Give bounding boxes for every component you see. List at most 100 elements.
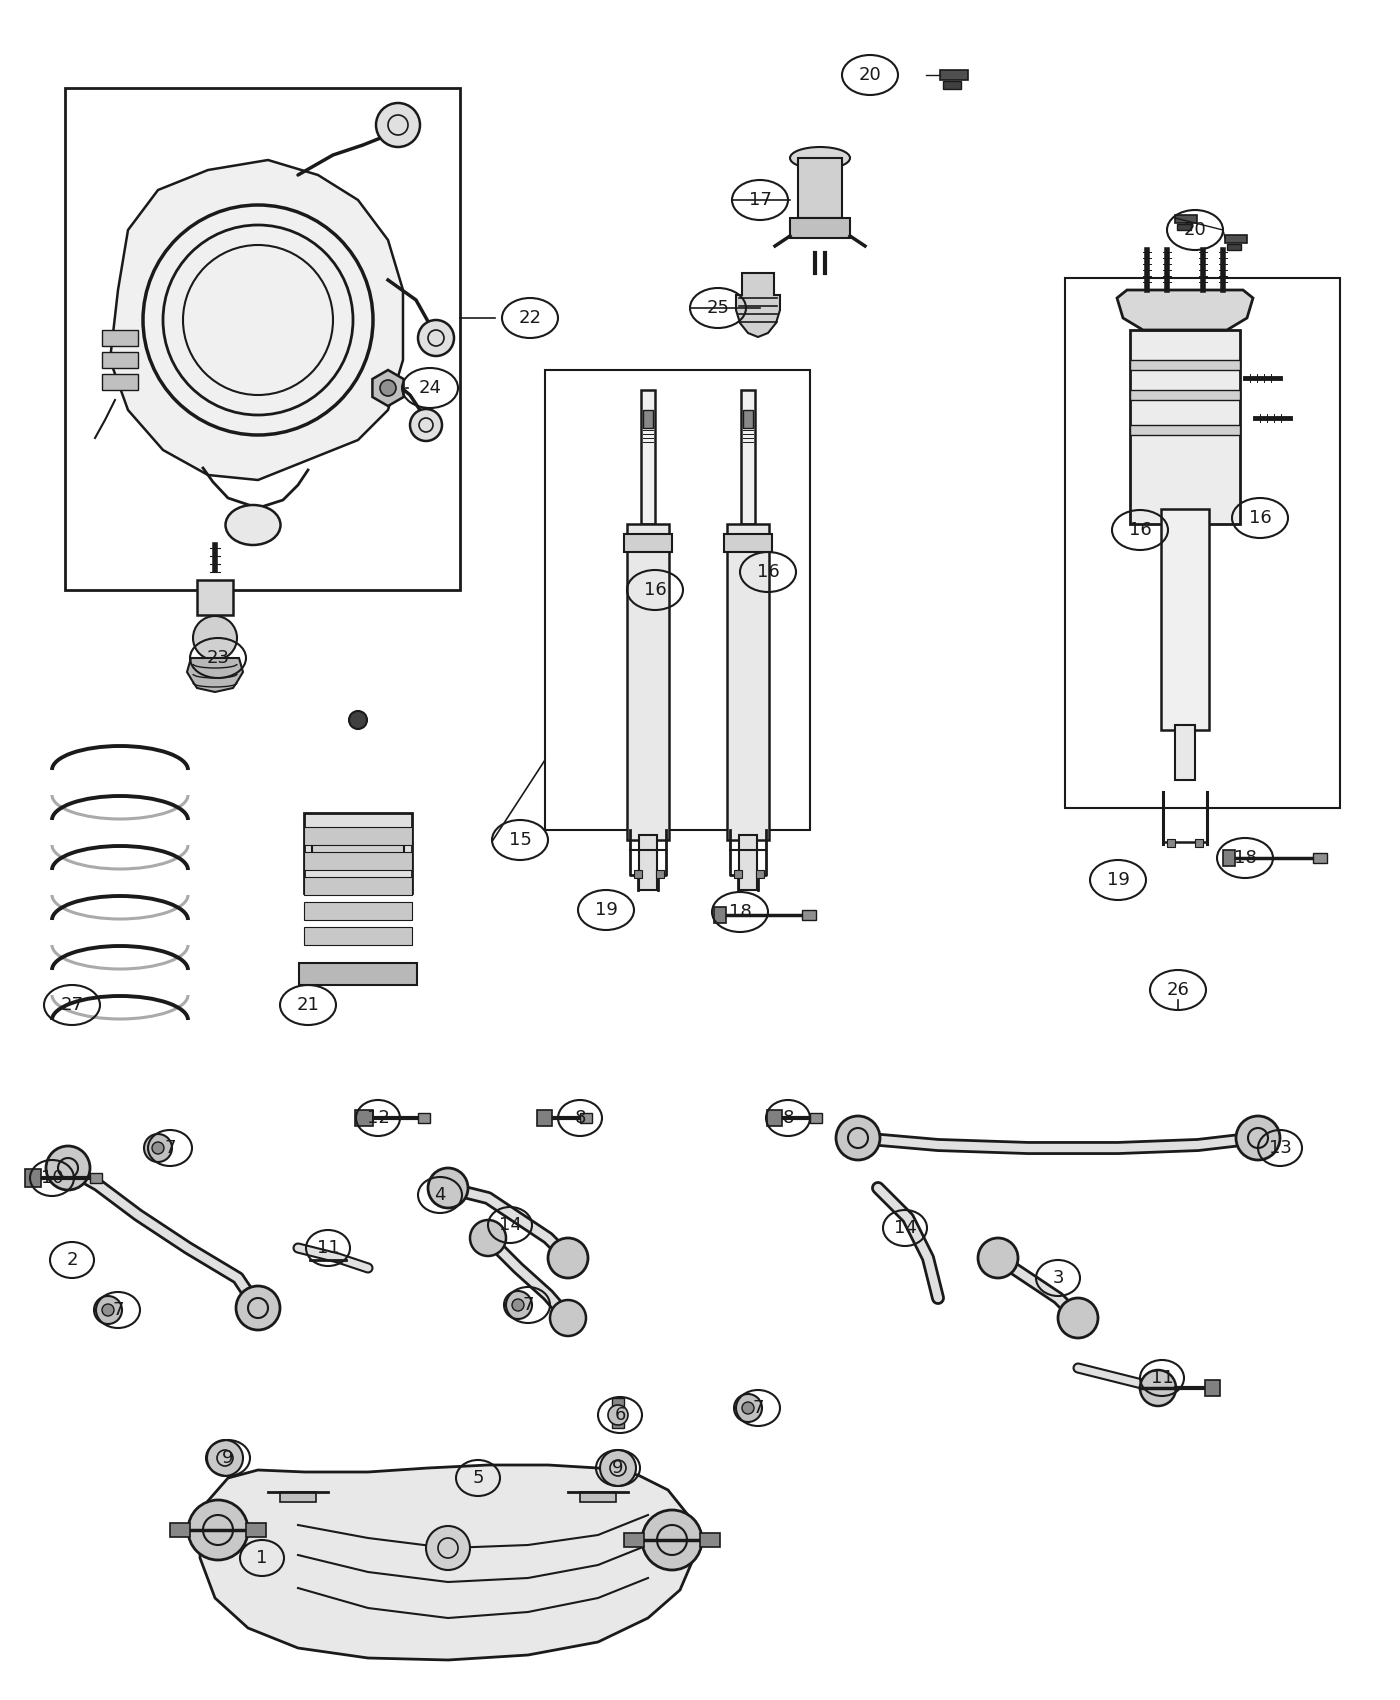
Polygon shape	[188, 658, 244, 692]
Circle shape	[643, 1510, 701, 1571]
Bar	[304, 877, 412, 894]
Circle shape	[426, 1527, 470, 1571]
Circle shape	[1140, 1370, 1176, 1406]
Bar	[643, 410, 652, 428]
Text: 6: 6	[615, 1406, 626, 1425]
Bar	[580, 1493, 616, 1503]
Bar	[304, 813, 412, 893]
Circle shape	[379, 381, 396, 396]
Circle shape	[237, 1285, 280, 1329]
Text: 20: 20	[858, 66, 882, 83]
Bar	[1196, 840, 1203, 847]
Text: 20: 20	[1183, 221, 1207, 240]
Bar	[1130, 360, 1240, 371]
Text: 14: 14	[498, 1216, 521, 1234]
Bar	[634, 870, 643, 877]
Bar	[811, 1114, 822, 1124]
Bar	[724, 534, 771, 552]
Circle shape	[601, 1450, 636, 1486]
Bar	[1313, 853, 1327, 864]
Text: 10: 10	[41, 1170, 63, 1187]
Text: 15: 15	[508, 831, 532, 848]
Circle shape	[547, 1238, 588, 1278]
Bar	[304, 903, 412, 920]
Circle shape	[349, 711, 367, 729]
Bar	[798, 158, 841, 218]
Bar	[714, 908, 727, 923]
Circle shape	[734, 1394, 762, 1421]
Text: 7: 7	[164, 1139, 176, 1158]
Text: 14: 14	[893, 1219, 917, 1238]
Bar	[657, 870, 664, 877]
Bar	[246, 1523, 266, 1537]
Text: 16: 16	[1128, 520, 1151, 539]
Polygon shape	[1117, 291, 1253, 330]
Circle shape	[419, 320, 454, 355]
Bar	[1065, 279, 1340, 808]
Ellipse shape	[225, 505, 280, 546]
Bar	[102, 374, 139, 389]
Bar	[1130, 425, 1240, 435]
Text: 11: 11	[1151, 1368, 1173, 1387]
Text: 7: 7	[752, 1399, 764, 1418]
Bar	[1177, 224, 1191, 230]
Text: 9: 9	[223, 1448, 234, 1467]
Bar	[304, 927, 412, 945]
Bar	[638, 835, 657, 891]
Polygon shape	[111, 160, 403, 479]
Bar	[741, 389, 755, 524]
Text: 8: 8	[574, 1108, 585, 1127]
Circle shape	[46, 1146, 90, 1190]
Bar	[939, 70, 967, 80]
Bar	[580, 1114, 592, 1124]
Polygon shape	[372, 371, 403, 406]
Text: 7: 7	[522, 1295, 533, 1314]
Circle shape	[144, 1134, 172, 1163]
Bar	[1175, 214, 1197, 223]
Bar	[767, 1110, 783, 1125]
Bar	[169, 1523, 190, 1537]
Circle shape	[742, 1402, 755, 1414]
Polygon shape	[200, 1465, 694, 1659]
Text: 12: 12	[367, 1108, 389, 1127]
Bar	[64, 88, 461, 590]
Bar	[624, 534, 672, 552]
Bar	[419, 1114, 430, 1124]
Bar	[312, 833, 405, 864]
Bar	[802, 910, 816, 920]
Bar	[1224, 850, 1235, 865]
Circle shape	[550, 1300, 587, 1336]
Bar	[1226, 245, 1240, 250]
Bar	[743, 410, 753, 428]
Circle shape	[1236, 1115, 1280, 1159]
Circle shape	[153, 1142, 164, 1154]
Text: 5: 5	[472, 1469, 484, 1488]
Circle shape	[377, 104, 420, 146]
Text: 18: 18	[728, 903, 752, 921]
Text: 2: 2	[66, 1251, 78, 1268]
Text: 26: 26	[1166, 981, 1190, 1000]
Text: 17: 17	[749, 190, 771, 209]
Bar	[1175, 724, 1196, 780]
Bar	[90, 1173, 102, 1183]
Text: 27: 27	[60, 996, 84, 1013]
Bar	[739, 835, 757, 891]
Bar	[727, 524, 769, 840]
Bar	[944, 82, 960, 88]
Bar	[627, 524, 669, 840]
Circle shape	[94, 1295, 122, 1324]
Text: 4: 4	[434, 1187, 445, 1204]
Text: 3: 3	[1053, 1268, 1064, 1287]
Circle shape	[504, 1290, 532, 1319]
Bar	[197, 580, 232, 615]
Text: 18: 18	[1233, 848, 1256, 867]
Text: 16: 16	[1249, 508, 1271, 527]
Bar	[545, 371, 811, 830]
Circle shape	[1058, 1299, 1098, 1338]
Bar	[612, 1397, 624, 1428]
Bar	[1225, 235, 1247, 243]
Bar	[102, 330, 139, 347]
Circle shape	[608, 1404, 629, 1425]
Text: 7: 7	[112, 1300, 123, 1319]
Bar	[1130, 330, 1240, 524]
